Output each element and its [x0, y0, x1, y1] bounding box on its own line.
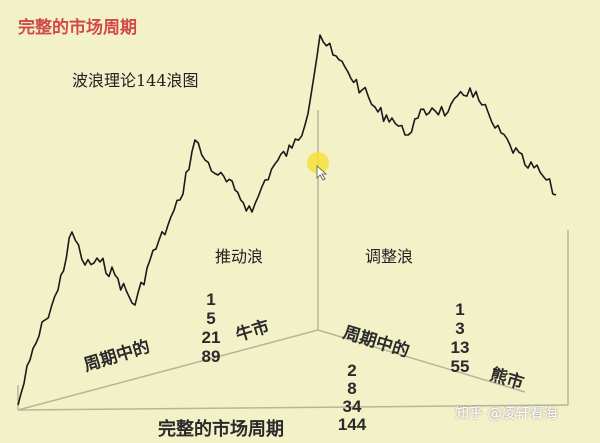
- bear-axis: [317, 329, 526, 393]
- count: 21: [201, 328, 221, 347]
- full-cycle-label: 完整的市场周期: [158, 419, 284, 440]
- count: 13: [450, 338, 470, 357]
- count: 1: [206, 290, 216, 309]
- impulse-wave-label: 推动浪: [215, 247, 264, 266]
- bear-counts: 1 3 13 55: [445, 300, 475, 376]
- count: 3: [455, 319, 465, 338]
- price-wave-line: [17, 34, 557, 406]
- base-line: [17, 404, 569, 411]
- count: 89: [201, 347, 221, 366]
- count: 8: [347, 379, 357, 398]
- bull-axis: [17, 329, 319, 411]
- cursor-highlight: [307, 152, 329, 174]
- count: 34: [342, 397, 362, 416]
- count: 2: [347, 361, 357, 380]
- full-counts: 2 8 34 144: [335, 362, 369, 434]
- diagram-subtitle: 波浪理论144浪图: [72, 71, 199, 90]
- corrective-wave-label: 调整浪: [365, 247, 414, 266]
- page-title: 完整的市场周期: [18, 18, 137, 38]
- count: 1: [455, 300, 465, 319]
- bull-counts: 1 5 21 89: [196, 290, 226, 366]
- count: 144: [337, 415, 367, 434]
- watermark: 知乎 @凌轩看海: [455, 406, 558, 422]
- cursor-icon: [316, 165, 328, 181]
- count: 55: [450, 357, 470, 376]
- count: 5: [206, 309, 216, 328]
